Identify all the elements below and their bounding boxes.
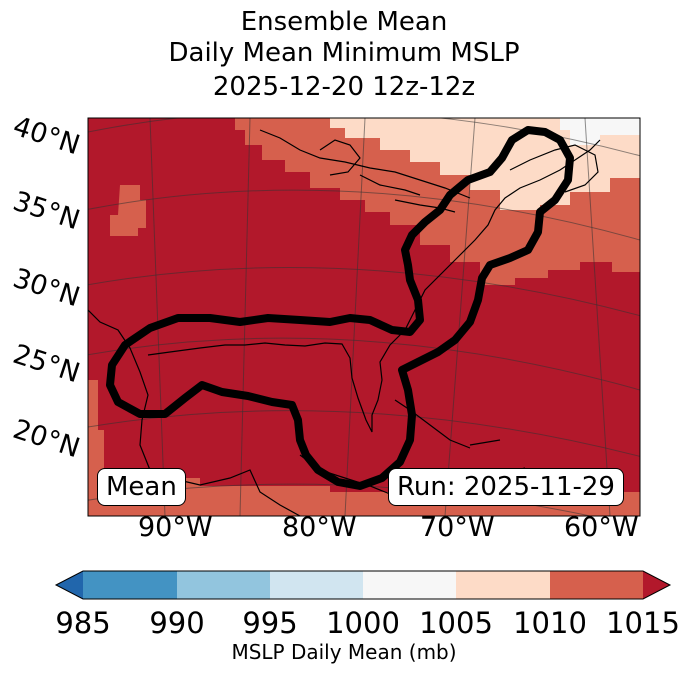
colorbar-outline [54,570,672,600]
colorbar-segment [83,571,177,599]
lon-label-70w: 70°W [420,512,495,543]
colorbar-tick: 985 [55,606,111,640]
colorbar-segment [456,571,550,599]
colorbar-label: MSLP Daily Mean (mb) [231,640,457,664]
colorbar-arrow-high [643,571,670,599]
title-line-1: Ensemble Mean [240,7,448,37]
run-label: Run: 2025-11-29 [388,468,624,506]
lon-label-80w: 80°W [282,512,357,543]
colorbar-segment [177,571,270,599]
colorbar-tick: 1015 [606,606,680,640]
colorbar-segment [270,571,363,599]
lon-label-90w: 90°W [138,512,213,543]
title-line-2: Daily Mean Minimum MSLP [168,38,520,68]
colorbar-tick: 995 [242,606,298,640]
map-frame [87,117,641,517]
colorbar-tick: 1010 [513,606,587,640]
colorbar-arrow-low [56,571,83,599]
colorbar-tick: 1000 [326,606,400,640]
mslp-field-1000 [560,118,640,145]
mslp-contour [106,126,574,490]
colorbar-tick: 1005 [419,606,493,640]
colorbar-segment [363,571,456,599]
mean-label: Mean [97,468,186,506]
title-line-3: 2025-12-20 12z-12z [212,72,476,102]
lon-label-60w: 60°W [564,512,639,543]
colorbar-segment [550,571,643,599]
colorbar-tick: 990 [149,606,205,640]
colorbar [54,570,672,600]
mslp-field-1010-patch [110,185,146,236]
